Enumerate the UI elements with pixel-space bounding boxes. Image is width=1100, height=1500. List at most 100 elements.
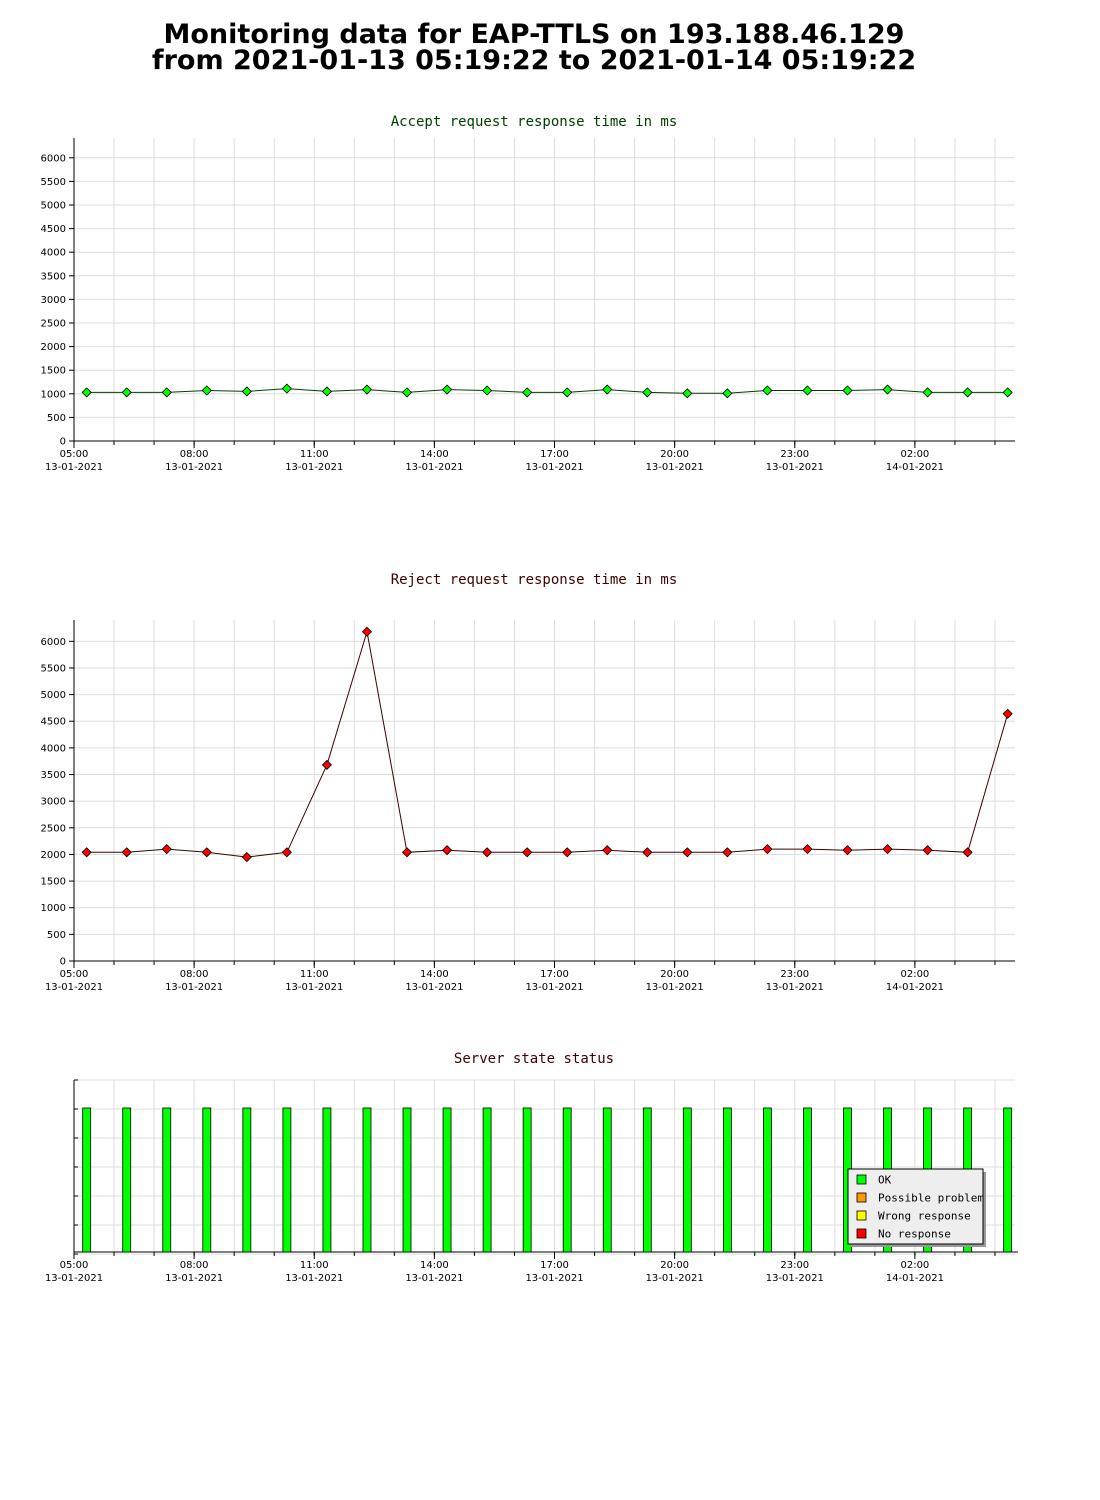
status-bar bbox=[402, 1107, 412, 1253]
reject-chart-x-tick-time: 20:00 bbox=[660, 969, 689, 980]
reject-chart-x-tick-date: 13-01-2021 bbox=[766, 982, 824, 993]
status-bar bbox=[202, 1107, 212, 1253]
accept-chart-y-tick-label: 3000 bbox=[41, 295, 66, 306]
reject-chart-point bbox=[121, 847, 132, 858]
reject-chart-x-tick-date: 13-01-2021 bbox=[165, 982, 223, 993]
status-bar bbox=[602, 1107, 612, 1253]
status-bar bbox=[162, 1107, 172, 1253]
accept-chart-point bbox=[241, 386, 252, 397]
reject-chart-y-tick-label: 500 bbox=[47, 930, 66, 941]
reject-chart-point bbox=[81, 847, 92, 858]
reject-chart-x-tick-time: 05:00 bbox=[60, 969, 89, 980]
accept-chart-x-tick-date: 13-01-2021 bbox=[165, 462, 223, 473]
reject-chart-x-tick-time: 14:00 bbox=[420, 969, 449, 980]
legend-label: Possible problem bbox=[878, 1192, 984, 1205]
status-bar bbox=[122, 1107, 132, 1253]
reject-chart-point bbox=[361, 626, 373, 637]
accept-chart-x-tick-time: 11:00 bbox=[300, 449, 329, 460]
status-bar bbox=[1003, 1107, 1013, 1253]
reject-chart-point bbox=[1002, 708, 1013, 719]
status-bar bbox=[522, 1107, 532, 1253]
status-chart-x-tick-time: 08:00 bbox=[180, 1260, 209, 1271]
reject-chart-point bbox=[522, 847, 533, 858]
status-chart-x-tick-date: 14-01-2021 bbox=[886, 1273, 944, 1284]
reject-chart-point bbox=[482, 847, 493, 858]
status-chart-x-tick-time: 20:00 bbox=[660, 1260, 689, 1271]
accept-chart-point bbox=[441, 384, 453, 395]
status-chart-x-tick-date: 13-01-2021 bbox=[165, 1273, 223, 1284]
status-bar bbox=[682, 1107, 692, 1253]
reject-chart-point bbox=[922, 845, 933, 856]
reject-chart-y-tick-label: 1000 bbox=[41, 903, 66, 914]
reject-chart-y-tick-label: 0 bbox=[60, 957, 66, 968]
status-bar bbox=[242, 1107, 252, 1253]
status-chart-x-tick-time: 11:00 bbox=[300, 1260, 329, 1271]
legend-swatch bbox=[856, 1192, 867, 1203]
status-bar bbox=[82, 1107, 92, 1253]
accept-chart-point bbox=[842, 385, 853, 396]
accept-chart-point bbox=[482, 385, 493, 396]
accept-chart-point bbox=[81, 387, 92, 398]
accept-chart-point bbox=[962, 387, 973, 398]
reject-chart-y-tick-label: 6000 bbox=[41, 637, 66, 648]
accept-chart-point bbox=[321, 386, 333, 397]
legend-swatch bbox=[856, 1228, 867, 1239]
status-bar bbox=[722, 1107, 732, 1253]
status-chart-x-tick-time: 05:00 bbox=[60, 1260, 89, 1271]
accept-chart-y-tick-label: 3500 bbox=[41, 271, 66, 282]
status-chart-x-tick-date: 13-01-2021 bbox=[45, 1273, 103, 1284]
accept-chart-x-tick-date: 13-01-2021 bbox=[285, 462, 343, 473]
reject-chart-x-tick-date: 14-01-2021 bbox=[886, 982, 944, 993]
legend-label: OK bbox=[878, 1174, 892, 1187]
reject-chart-point bbox=[401, 847, 413, 858]
reject-chart-point bbox=[682, 847, 693, 858]
accept-chart-point bbox=[722, 388, 733, 399]
accept-chart-x-tick-date: 13-01-2021 bbox=[646, 462, 704, 473]
accept-chart-point bbox=[121, 387, 132, 398]
reject-chart-x-tick-time: 23:00 bbox=[780, 969, 809, 980]
reject-chart-y-tick-label: 4500 bbox=[41, 717, 66, 728]
reject-chart-y-tick-label: 1500 bbox=[41, 877, 66, 888]
reject-chart-point bbox=[241, 852, 252, 863]
reject-chart-point bbox=[882, 844, 893, 855]
accept-chart-point bbox=[1002, 387, 1013, 398]
status-chart-x-tick-date: 13-01-2021 bbox=[525, 1273, 583, 1284]
reject-chart-title: Reject request response time in ms bbox=[391, 572, 678, 588]
legend-swatch bbox=[856, 1210, 867, 1221]
accept-chart-y-tick-label: 500 bbox=[47, 413, 66, 424]
accept-chart-x-tick-time: 20:00 bbox=[660, 449, 689, 460]
status-bar bbox=[803, 1107, 812, 1253]
accept-chart-y-tick-label: 5000 bbox=[41, 201, 66, 212]
reject-chart-point bbox=[602, 845, 613, 856]
status-chart-x-tick-date: 13-01-2021 bbox=[285, 1273, 343, 1284]
accept-chart-point bbox=[281, 383, 292, 394]
accept-chart-x-tick-date: 13-01-2021 bbox=[45, 462, 103, 473]
reject-chart-x-tick-date: 13-01-2021 bbox=[525, 982, 583, 993]
page-title: Monitoring data for EAP-TTLS on 193.188.… bbox=[0, 21, 1068, 76]
accept-chart-y-tick-label: 1000 bbox=[41, 389, 66, 400]
reject-chart-y-tick-label: 5500 bbox=[41, 663, 66, 674]
reject-chart-y-tick-label: 3500 bbox=[41, 770, 66, 781]
status-bar bbox=[562, 1107, 572, 1253]
accept-chart-x-tick-date: 14-01-2021 bbox=[886, 462, 944, 473]
status-chart-x-tick-time: 17:00 bbox=[540, 1260, 569, 1271]
accept-chart-point bbox=[401, 387, 413, 398]
status-chart-title: Server state status bbox=[454, 1051, 614, 1067]
accept-chart-x-tick-time: 14:00 bbox=[420, 449, 449, 460]
reject-chart-y-tick-label: 3000 bbox=[41, 797, 66, 808]
accept-chart-x-tick-time: 08:00 bbox=[180, 449, 209, 460]
reject-chart-point bbox=[962, 847, 973, 858]
status-chart-x-tick-date: 13-01-2021 bbox=[766, 1273, 824, 1284]
reject-chart-x-tick-date: 13-01-2021 bbox=[405, 982, 463, 993]
reject-chart-x-tick-time: 08:00 bbox=[180, 969, 209, 980]
reject-chart-y-tick-label: 5000 bbox=[41, 690, 66, 701]
legend-box bbox=[847, 1168, 984, 1245]
reject-chart-x-tick-date: 13-01-2021 bbox=[45, 982, 103, 993]
page-title-line2: from 2021-01-13 05:19:22 to 2021-01-14 0… bbox=[151, 45, 917, 76]
status-bar bbox=[642, 1107, 652, 1253]
status-bar bbox=[482, 1107, 492, 1253]
accept-chart-y-tick-label: 4500 bbox=[41, 224, 66, 235]
status-chart-x-tick-time: 14:00 bbox=[420, 1260, 449, 1271]
reject-chart-x-tick-time: 17:00 bbox=[540, 969, 569, 980]
